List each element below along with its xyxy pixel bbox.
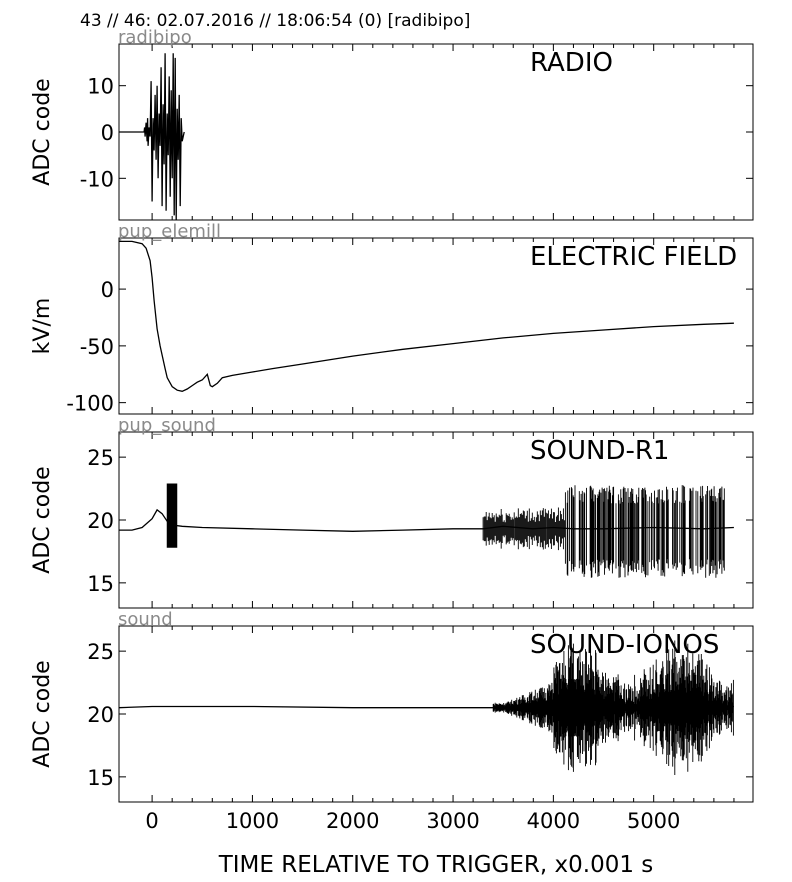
x-tick-label: 4000 [527, 809, 580, 833]
y-tick-label: 0 [101, 121, 114, 145]
panels: 10 0 -10 ADC code radibipo RADIO 0 -50 -100 kV/m p… [30, 27, 754, 833]
series-texture-pup_sound [166, 483, 725, 578]
y-tick-label: 25 [87, 446, 114, 470]
y-tick-label: 10 [87, 75, 114, 99]
series-line-radibipo [119, 53, 185, 220]
panel-sound: 0 1000 2000 3000 4000 5000 25 20 15 ADC code sound… [30, 609, 754, 833]
plot-frame-radibipo [118, 43, 754, 221]
panel-pup_sound: 25 20 15 ADC code pup_sound SOUND-R1 [30, 415, 754, 609]
panel-title: SOUND-IONOS [530, 630, 719, 660]
y-tick-label: -10 [80, 167, 114, 191]
y-tick-label: -50 [80, 335, 114, 359]
y-tick-label: 15 [87, 766, 114, 790]
channel-name: pup_sound [118, 415, 216, 436]
plot-frame-pup_elemill [118, 237, 754, 415]
y-axis-label: ADC code [30, 660, 55, 767]
panel-title: ELECTRIC FIELD [530, 242, 737, 272]
x-axis-label: TIME RELATIVE TO TRIGGER, x0.001 s [218, 852, 654, 878]
y-tick-label: 15 [87, 572, 114, 596]
y-axis-label: kV/m [30, 298, 55, 355]
series-texture-sound [492, 640, 734, 775]
y-tick-label: 20 [87, 703, 114, 727]
x-tick-label: 2000 [326, 809, 379, 833]
x-tick-label: 5000 [627, 809, 680, 833]
panel-title: SOUND-R1 [530, 436, 669, 466]
channel-name: pup_elemill [118, 221, 221, 242]
y-axis-label: ADC code [30, 466, 55, 573]
x-tick-label: 3000 [426, 809, 479, 833]
x-tick-label: 0 [145, 809, 158, 833]
y-tick-label: 25 [87, 640, 114, 664]
y-tick-label: 20 [87, 509, 114, 533]
figure-header: 43 // 46: 02.07.2016 // 18:06:54 (0) [ra… [80, 11, 470, 31]
y-tick-label: -100 [66, 392, 114, 416]
panel-title: RADIO [530, 48, 613, 78]
panel-radibipo: 10 0 -10 ADC code radibipo RADIO [30, 27, 754, 221]
y-axis-label: ADC code [30, 78, 55, 185]
panel-pup_elemill: 0 -50 -100 kV/m pup_elemill ELECTRIC FIELD [30, 221, 754, 416]
channel-name: sound [118, 609, 173, 630]
y-tick-label: 0 [101, 278, 114, 302]
x-tick-label: 1000 [226, 809, 279, 833]
series-line-pup_sound [119, 508, 734, 532]
series-line-pup_elemill [119, 240, 734, 392]
channel-name: radibipo [118, 27, 192, 48]
